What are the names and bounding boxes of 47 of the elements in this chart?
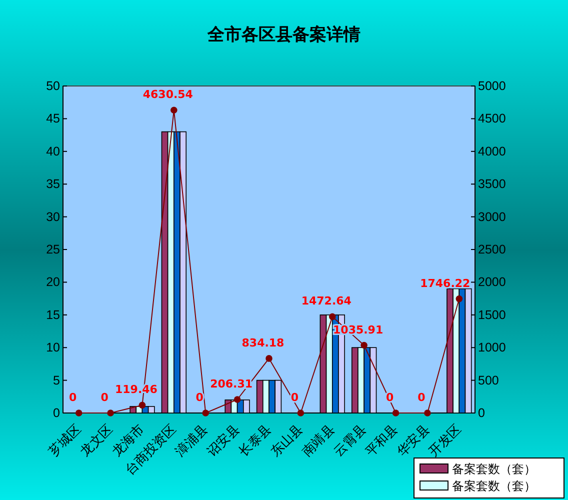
data-label: 834.18 bbox=[242, 336, 284, 350]
y2-tick-label: 1500 bbox=[478, 308, 506, 322]
point bbox=[170, 106, 178, 114]
y-tick-label: 0 bbox=[53, 406, 60, 420]
legend-label: 备案套数（套） bbox=[452, 462, 536, 476]
y2-tick-label: 4500 bbox=[478, 112, 506, 126]
y-tick-label: 50 bbox=[46, 79, 60, 93]
point bbox=[107, 410, 114, 416]
y2-tick-label: 3000 bbox=[478, 210, 506, 224]
y-tick-label: 15 bbox=[46, 308, 60, 322]
point bbox=[202, 410, 209, 416]
point bbox=[392, 410, 400, 416]
y-tick-label: 40 bbox=[46, 144, 60, 158]
point bbox=[360, 342, 368, 349]
y-tick-label: 25 bbox=[46, 242, 60, 256]
y2-tick-label: 500 bbox=[478, 373, 499, 388]
data-label: 1472.64 bbox=[301, 294, 352, 308]
y-tick-label: 5 bbox=[53, 373, 60, 388]
point bbox=[75, 410, 82, 416]
data-label: 0 bbox=[418, 391, 426, 404]
y-tick-label: 20 bbox=[46, 275, 60, 290]
point bbox=[424, 410, 431, 416]
data-label: 0 bbox=[69, 391, 78, 404]
point bbox=[297, 410, 304, 416]
y2-tick-label: 4000 bbox=[478, 144, 506, 158]
y2-tick-label: 3500 bbox=[478, 177, 506, 192]
y-tick-label: 10 bbox=[46, 340, 60, 355]
y2-tick-label: 5000 bbox=[478, 79, 506, 93]
legend-label: 备案套数（套） bbox=[452, 479, 536, 493]
y-tick-label: 30 bbox=[46, 210, 60, 224]
data-label: 0 bbox=[100, 391, 109, 404]
point bbox=[329, 313, 336, 320]
data-label: 4630.54 bbox=[142, 88, 194, 102]
point bbox=[266, 355, 272, 362]
data-label: 1746.22 bbox=[420, 276, 470, 290]
point bbox=[138, 402, 146, 409]
data-label: 0 bbox=[290, 391, 299, 404]
point bbox=[234, 396, 241, 403]
y2-tick-label: 2000 bbox=[478, 275, 506, 290]
y2-tick-label: 2500 bbox=[478, 242, 506, 256]
data-label: 0 bbox=[196, 391, 204, 404]
y2-tick-label: 1000 bbox=[478, 340, 506, 355]
y2-tick-label: 0 bbox=[478, 406, 485, 420]
point bbox=[456, 295, 463, 302]
y-tick-label: 45 bbox=[46, 112, 60, 126]
y-tick-label: 35 bbox=[46, 177, 60, 192]
chart-title: 全市各区县备案详情 bbox=[206, 24, 360, 45]
